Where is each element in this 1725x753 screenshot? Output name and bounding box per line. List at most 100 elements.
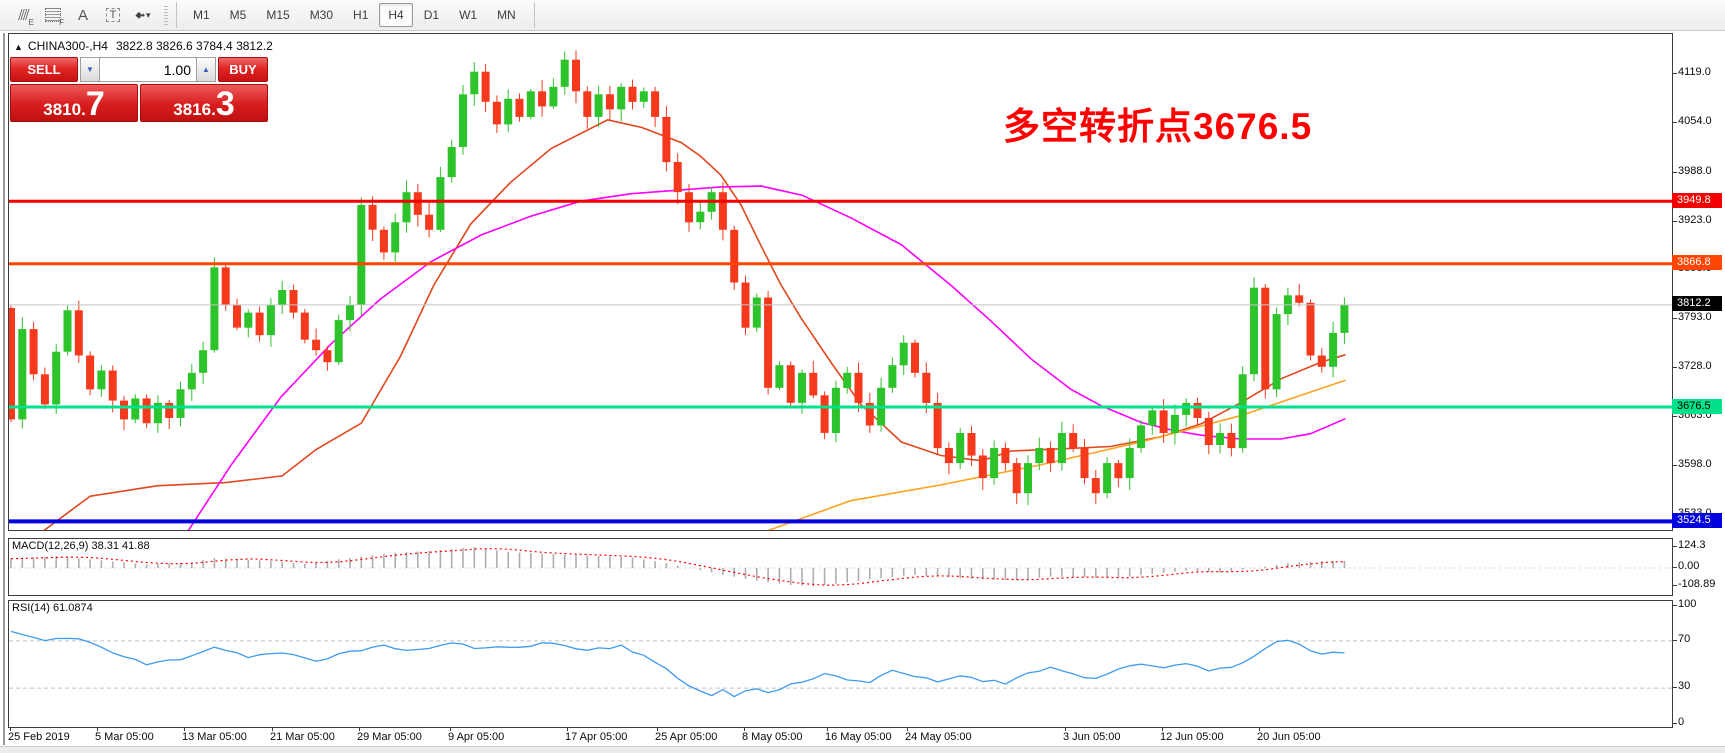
macd-tick-dash — [1672, 546, 1677, 547]
drawing-tools-group: ⫽⫽ E F A T ⬥⬩ ▾ — [8, 2, 158, 28]
date-label: 12 Jun 05:00 — [1160, 731, 1224, 743]
date-label: 16 May 05:00 — [825, 731, 892, 743]
ohlc-values: 3822.8 3826.6 3784.4 3812.2 — [115, 39, 273, 53]
price-tick-label: 3793.0 — [1678, 311, 1712, 324]
date-tick — [1259, 727, 1260, 731]
date-tick — [272, 727, 273, 731]
tool-textbox-t-button[interactable]: T — [100, 2, 126, 28]
price-tick-dash — [1672, 318, 1677, 320]
date-label: 29 Mar 05:00 — [357, 731, 422, 743]
timeframe-button-M15[interactable]: M15 — [266, 8, 290, 22]
timeframe-button-MN[interactable]: MN — [497, 8, 516, 22]
hatch-lines-icon: ⫽⫽ — [18, 6, 29, 24]
toolbar: ⫽⫽ E F A T ⬥⬩ ▾ M1 M5 M15 M30 H1 H4 D1 W1 MN — [0, 0, 1725, 31]
candles-group — [9, 50, 1349, 506]
macd-tick-label: 0.00 — [1678, 560, 1700, 572]
price-tick-label: 3923.0 — [1678, 213, 1712, 226]
textbox-icon: T — [105, 8, 121, 22]
rsi-tick-label: 70 — [1678, 632, 1691, 645]
rsi-line — [10, 630, 1345, 698]
timeframe-button-W1[interactable]: W1 — [459, 8, 478, 22]
date-label: 3 Jun 05:00 — [1063, 731, 1121, 743]
window-bottom-strip — [0, 746, 1725, 753]
macd-label: MACD(12,26,9) 38.31 41.88 — [12, 540, 150, 552]
ma-slow-line — [187, 185, 1346, 530]
macd-chart[interactable] — [9, 539, 1672, 595]
timeframe-button-M30[interactable]: M30 — [309, 8, 334, 22]
price-badge-3949.8: 3949.8 — [1672, 192, 1722, 208]
sell-button[interactable]: SELL — [10, 57, 78, 82]
text-icon: A — [77, 6, 88, 24]
date-tick — [97, 727, 98, 731]
price-tick-dash — [1672, 171, 1677, 173]
timeframe-button-M1[interactable]: M1 — [193, 8, 210, 22]
one-click-trading-widget: SELL ▼ 1.00 ▲ BUY 3810. 7 3816. 3 — [10, 57, 268, 122]
price-tick-label: 4119.0 — [1678, 66, 1711, 78]
volume-increase-button[interactable]: ▲ — [196, 57, 216, 82]
price-badge-3812.2: 3812.2 — [1672, 296, 1722, 312]
price-tick-label: 3728.0 — [1678, 360, 1712, 373]
date-label: 21 Mar 05:00 — [270, 731, 335, 743]
date-tick — [657, 727, 658, 731]
timeframe-button-D1[interactable]: D1 — [423, 8, 440, 22]
price-tick-dash — [1672, 465, 1677, 467]
candlestick-chart[interactable] — [9, 34, 1672, 530]
date-label: 24 May 05:00 — [905, 731, 972, 743]
timeframe-button-H4[interactable]: H4 — [379, 3, 413, 27]
toolbar-separator — [176, 2, 177, 28]
price-badge-3676.5: 3676.5 — [1672, 398, 1722, 414]
macd-panel[interactable] — [8, 538, 1673, 596]
macd-tick-label: 124.3 — [1678, 539, 1706, 551]
annotation-text: 多空转折点3676.5 — [1003, 106, 1313, 147]
tool-draw-hatch-e-button[interactable]: ⫽⫽ E — [18, 6, 34, 28]
ma-mid-line — [43, 119, 1346, 530]
rsi-tick-label: 100 — [1678, 597, 1697, 610]
date-label: 5 Mar 05:00 — [95, 731, 154, 743]
chart-title: ▲ CHINA300-,H4 3822.8 3826.6 3784.4 3812.2 — [14, 39, 273, 53]
buy-button[interactable]: BUY — [218, 57, 268, 82]
price-tick-dash — [1672, 367, 1677, 369]
price-tick-dash — [1672, 73, 1677, 74]
window-left-edge — [3, 33, 5, 745]
price-tick-dash — [1672, 121, 1677, 123]
date-tick — [359, 727, 360, 731]
date-tick — [450, 727, 451, 731]
rsi-tick-label: 30 — [1678, 680, 1691, 693]
date-label: 13 Mar 05:00 — [182, 731, 247, 743]
date-tick — [907, 727, 908, 731]
tool-text-a-button[interactable]: A — [70, 2, 96, 28]
sell-price-panel[interactable]: 3810. 7 — [10, 84, 138, 122]
date-tick — [827, 727, 828, 731]
tool-palette-button[interactable]: ⬥⬩ ▾ — [130, 2, 156, 28]
buy-price-main: 3816. — [173, 100, 216, 119]
grid-icon — [45, 8, 61, 22]
chevron-down-icon: ▾ — [146, 9, 151, 20]
rsi-tick-dash — [1672, 639, 1677, 641]
timeframe-buttons-group: M1 M5 M15 M30 H1 H4 D1 W1 MN — [183, 3, 526, 27]
date-tick — [1162, 727, 1163, 731]
price-tick-label: 4054.0 — [1678, 114, 1712, 127]
timeframe-button-M5[interactable]: M5 — [229, 8, 247, 22]
macd-histogram — [10, 547, 1346, 587]
rsi-chart[interactable] — [9, 601, 1672, 727]
date-tick — [1065, 727, 1066, 731]
price-tick-label: 3598.0 — [1678, 458, 1712, 471]
sell-price-main: 3810. — [43, 100, 86, 119]
buy-price-panel[interactable]: 3816. 3 — [140, 84, 268, 122]
volume-decrease-button[interactable]: ▼ — [80, 57, 100, 82]
main-chart-panel[interactable] — [8, 33, 1673, 531]
price-badge-3524.5: 3524.5 — [1672, 512, 1722, 528]
palette-icon: ⬥⬩ — [135, 9, 145, 21]
volume-input[interactable]: 1.00 — [100, 57, 196, 82]
price-badge-3866.8: 3866.8 — [1672, 255, 1722, 271]
collapse-triangle-icon[interactable]: ▲ — [14, 42, 23, 52]
rsi-label: RSI(14) 61.0874 — [12, 602, 93, 614]
price-tick-dash — [1672, 416, 1677, 418]
timeframe-button-H1[interactable]: H1 — [353, 8, 369, 22]
tool-grid-f-button[interactable]: F — [40, 2, 66, 28]
rsi-panel[interactable] — [8, 600, 1673, 728]
symbol-label: CHINA300-,H4 — [27, 39, 108, 53]
date-tick — [184, 727, 185, 731]
macd-tick-dash — [1672, 585, 1677, 587]
